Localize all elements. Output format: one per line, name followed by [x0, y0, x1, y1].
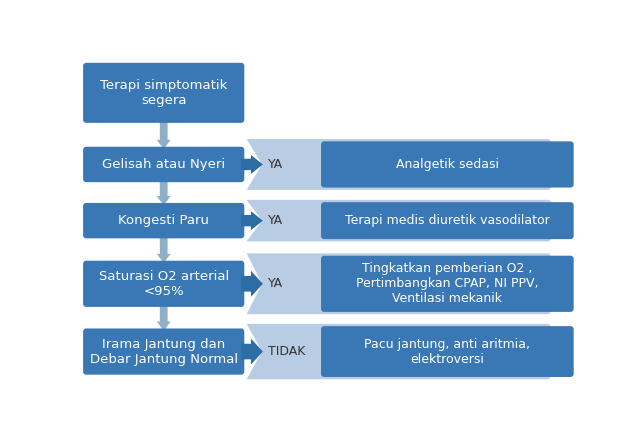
Text: Saturasi O2 arterial
<95%: Saturasi O2 arterial <95% — [99, 270, 229, 298]
FancyArrow shape — [157, 304, 171, 331]
Text: YA: YA — [268, 158, 284, 171]
FancyBboxPatch shape — [83, 260, 244, 307]
Polygon shape — [246, 253, 571, 314]
Polygon shape — [241, 211, 263, 230]
Polygon shape — [241, 271, 263, 297]
FancyBboxPatch shape — [321, 256, 573, 312]
Text: Terapi simptomatik
segera: Terapi simptomatik segera — [100, 79, 227, 107]
Text: Gelisah atau Nyeri: Gelisah atau Nyeri — [102, 158, 225, 171]
Text: Tingkatkan pemberian O2 ,
Pertimbangkan CPAP, NI PPV,
Ventilasi mekanik: Tingkatkan pemberian O2 , Pertimbangkan … — [356, 262, 539, 305]
FancyBboxPatch shape — [321, 202, 573, 239]
Polygon shape — [241, 155, 263, 174]
FancyBboxPatch shape — [83, 328, 244, 375]
FancyBboxPatch shape — [83, 203, 244, 238]
FancyArrow shape — [157, 180, 171, 205]
FancyArrow shape — [157, 121, 171, 149]
Text: YA: YA — [268, 277, 284, 290]
Text: Kongesti Paru: Kongesti Paru — [118, 214, 209, 227]
FancyBboxPatch shape — [83, 147, 244, 182]
Text: Terapi medis diuretik vasodilator: Terapi medis diuretik vasodilator — [345, 214, 550, 227]
Text: Pacu jantung, anti aritmia,
elektroversi: Pacu jantung, anti aritmia, elektroversi — [364, 337, 531, 366]
Polygon shape — [241, 338, 263, 365]
Text: YA: YA — [268, 214, 284, 227]
Polygon shape — [246, 139, 571, 190]
Text: TIDAK: TIDAK — [268, 345, 306, 358]
Text: Analgetik sedasi: Analgetik sedasi — [396, 158, 499, 171]
FancyArrow shape — [157, 236, 171, 263]
Polygon shape — [246, 200, 571, 242]
Polygon shape — [246, 324, 571, 379]
FancyBboxPatch shape — [83, 63, 244, 123]
Text: Irama Jantung dan
Debar Jantung Normal: Irama Jantung dan Debar Jantung Normal — [90, 337, 238, 366]
FancyBboxPatch shape — [321, 326, 573, 377]
FancyBboxPatch shape — [321, 141, 573, 187]
